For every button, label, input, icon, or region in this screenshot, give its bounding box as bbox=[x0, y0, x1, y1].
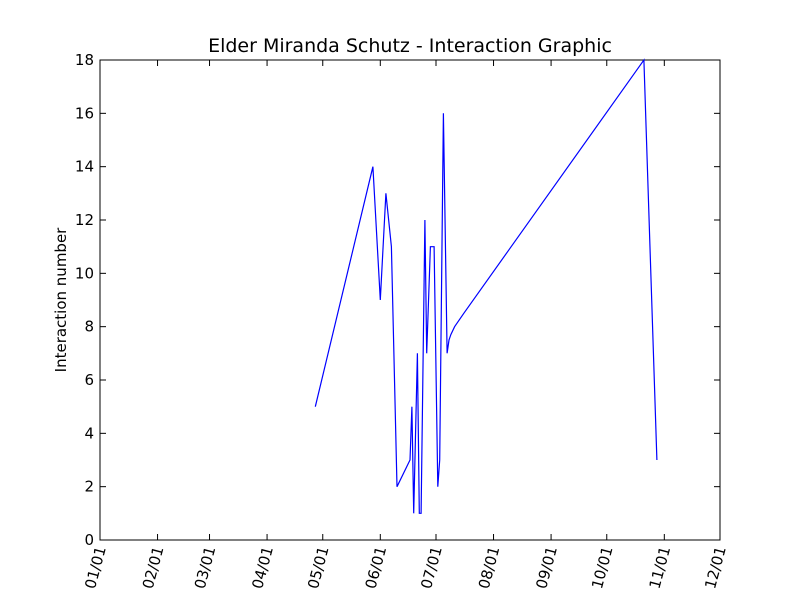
y-tick-label: 4 bbox=[84, 424, 94, 442]
y-axis: 0 2 4 6 8 10 12 14 16 18 bbox=[75, 51, 720, 549]
x-tick-label: 06/01 bbox=[362, 544, 391, 590]
x-tick-label: 05/01 bbox=[304, 544, 333, 590]
x-tick-label: 04/01 bbox=[248, 544, 277, 590]
x-tick-label: 07/01 bbox=[417, 544, 446, 590]
x-tick-label: 08/01 bbox=[475, 544, 504, 590]
chart-title: Elder Miranda Schutz - Interaction Graph… bbox=[208, 35, 612, 57]
series-line bbox=[314, 58, 658, 514]
x-tick-label: 02/01 bbox=[139, 544, 168, 590]
x-tick-label: 03/01 bbox=[191, 544, 220, 590]
y-axis-label: Interaction number bbox=[52, 227, 70, 373]
y-tick-label: 6 bbox=[84, 371, 94, 389]
y-tick-label: 18 bbox=[75, 51, 94, 69]
y-tick-label: 12 bbox=[75, 211, 94, 229]
series-layer bbox=[314, 58, 658, 514]
plot-area bbox=[99, 59, 721, 541]
y-tick-label: 10 bbox=[75, 264, 94, 282]
y-tick-label: 14 bbox=[75, 158, 94, 176]
x-tick-label: 11/01 bbox=[646, 544, 675, 590]
y-tick-label: 8 bbox=[84, 318, 94, 336]
x-tick-label: 09/01 bbox=[532, 544, 561, 590]
x-tick-label: 12/01 bbox=[701, 544, 730, 590]
y-tick-label: 0 bbox=[84, 531, 94, 549]
y-tick-label: 16 bbox=[75, 104, 94, 122]
x-tick-label: 10/01 bbox=[588, 544, 617, 590]
x-tick-label: 01/01 bbox=[81, 544, 110, 590]
y-tick-label: 2 bbox=[84, 478, 94, 496]
